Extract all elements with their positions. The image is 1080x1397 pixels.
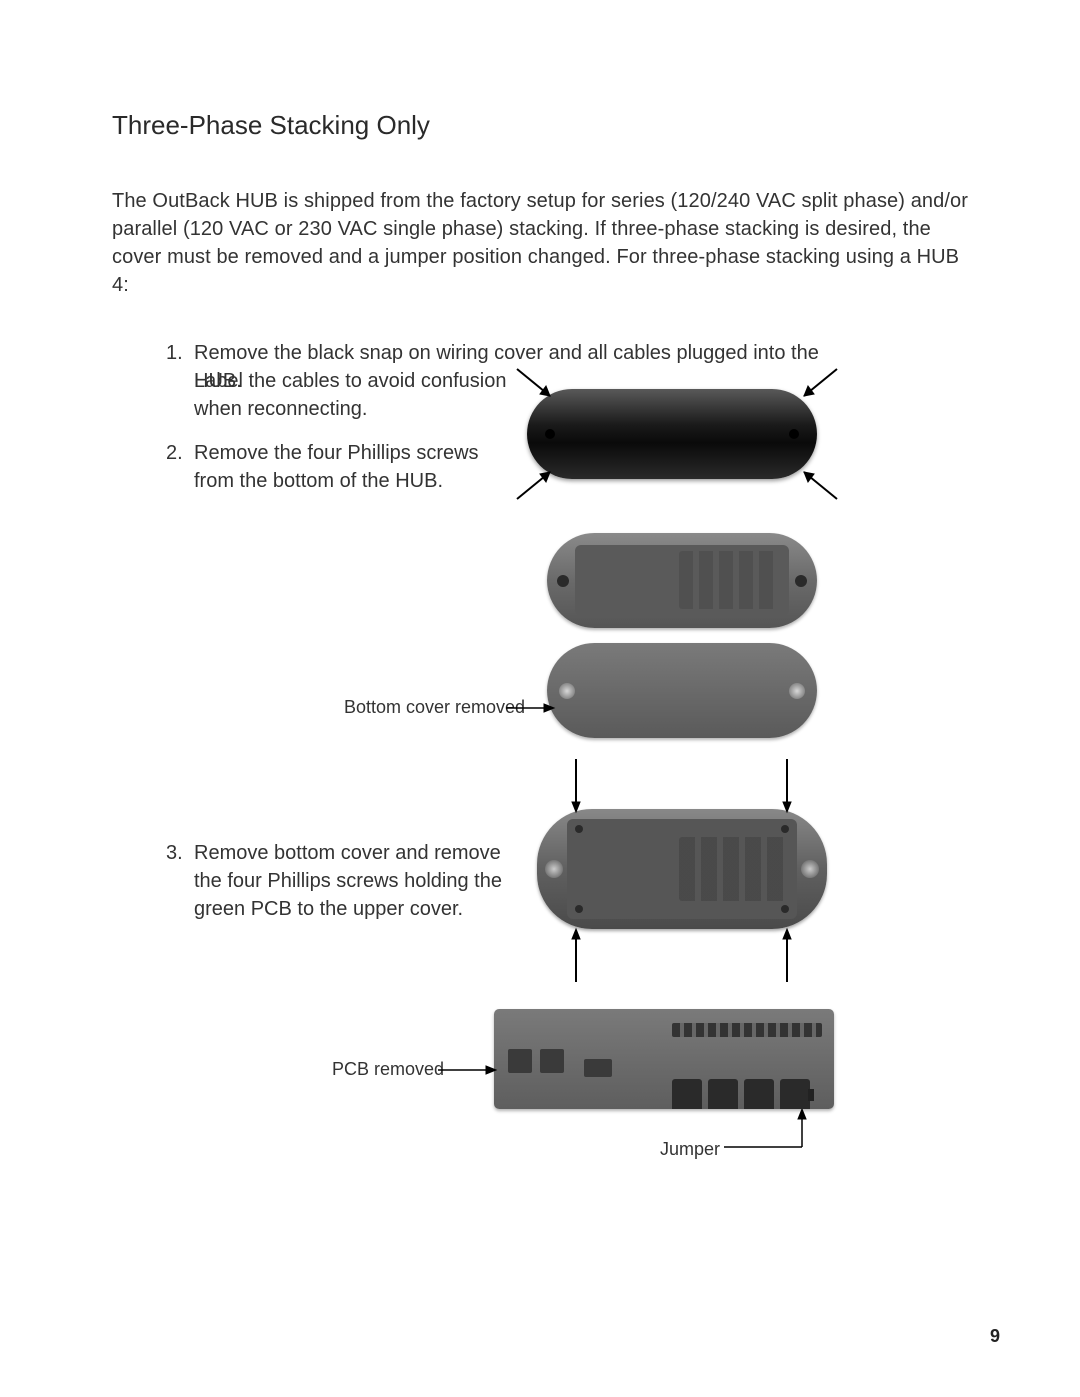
figure-hub-bottom-view — [547, 533, 817, 628]
figure-hub-top-cover — [517, 374, 827, 494]
arrow-icon — [780, 927, 794, 982]
hub-gray-icon — [547, 533, 817, 628]
pcb-board-icon — [494, 1009, 834, 1109]
intro-paragraph: The OutBack HUB is shipped from the fact… — [112, 187, 972, 299]
arrow-icon — [792, 464, 842, 504]
arrow-icon — [724, 1109, 814, 1153]
step-2: 2. Remove the four Phillips screws from … — [194, 439, 524, 495]
arrow-icon — [438, 1063, 498, 1077]
document-page: Three-Phase Stacking Only The OutBack HU… — [112, 110, 972, 339]
step-text: Remove the four Phillips screws from the… — [194, 442, 479, 492]
label-pcb-removed: PCB removed — [332, 1059, 444, 1080]
arrow-icon — [569, 759, 583, 814]
step-number: 2. — [166, 439, 183, 467]
label-bottom-cover-removed: Bottom cover removed — [344, 697, 525, 718]
arrow-icon — [569, 927, 583, 982]
hub-open-icon — [537, 809, 827, 929]
label-jumper: Jumper — [660, 1139, 720, 1160]
section-heading: Three-Phase Stacking Only — [112, 110, 972, 141]
arrow-icon — [780, 759, 794, 814]
figure-pcb-board — [494, 1009, 834, 1109]
figure-bottom-cover — [547, 643, 817, 738]
arrow-icon — [512, 364, 562, 404]
step-number: 1. — [166, 339, 183, 367]
step-text: Remove bottom cover and remove the four … — [194, 842, 502, 920]
step-1-continued: Label the cables to avoid confusion when… — [194, 367, 514, 423]
step-3: 3. Remove bottom cover and remove the fo… — [194, 839, 524, 923]
page-number: 9 — [990, 1326, 1000, 1347]
figure-hub-pcb-screws — [537, 809, 827, 929]
arrow-icon — [792, 364, 842, 404]
cover-plain-icon — [547, 643, 817, 738]
hub-black-cover-icon — [527, 389, 817, 479]
arrow-icon — [506, 701, 556, 715]
arrow-icon — [512, 464, 562, 504]
step-number: 3. — [166, 839, 183, 867]
